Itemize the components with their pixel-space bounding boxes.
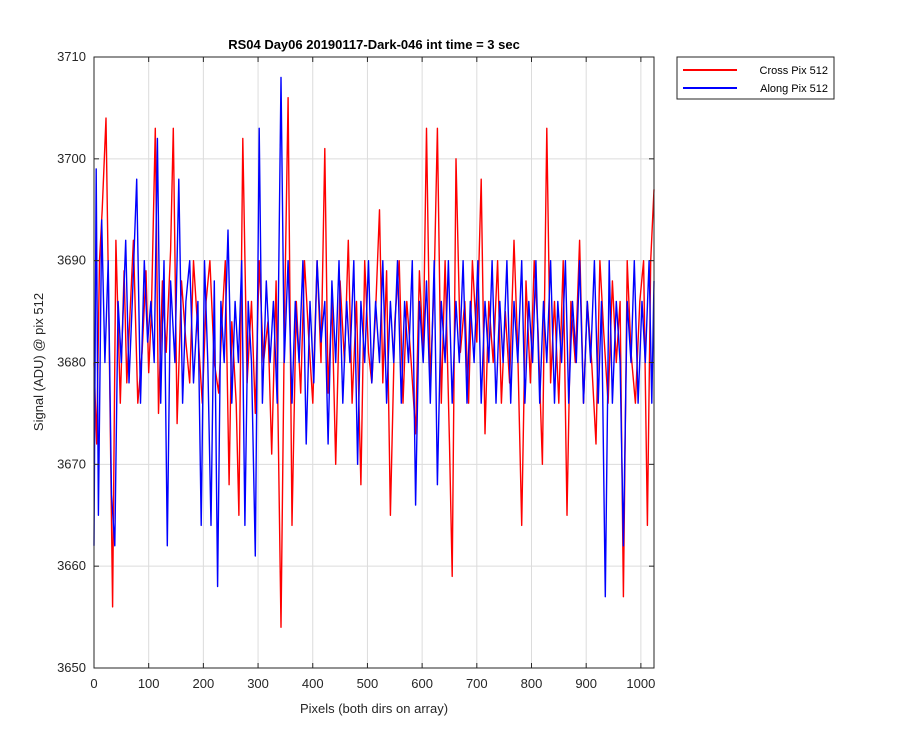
x-tick-label: 1000: [626, 676, 655, 691]
x-tick-label: 900: [575, 676, 597, 691]
plot-area: [93, 56, 655, 669]
x-tick-label: 200: [193, 676, 215, 691]
y-tick-label: 3680: [57, 355, 86, 370]
chart-title: RS04 Day06 20190117-Dark-046 int time = …: [228, 37, 520, 52]
y-tick-label: 3670: [57, 456, 86, 471]
y-tick-label: 3700: [57, 151, 86, 166]
legend: Cross Pix 512 Along Pix 512: [676, 56, 835, 100]
y-tick-label: 3660: [57, 558, 86, 573]
y-axis-label: Signal (ADU) @ pix 512: [31, 293, 46, 431]
y-tick-label: 3690: [57, 253, 86, 268]
x-tick-label: 100: [138, 676, 160, 691]
y-tick-labels: 3650 3660 3670 3680 3690 3700 3710: [57, 49, 86, 675]
series-line-cross-pix-512: [93, 96, 655, 628]
y-tick-label: 3650: [57, 660, 86, 675]
legend-label-along: Along Pix 512: [760, 83, 828, 95]
series-line-along-pix-512: [93, 76, 655, 598]
legend-label-cross: Cross Pix 512: [760, 65, 828, 77]
x-tick-label: 500: [357, 676, 379, 691]
x-axis-label: Pixels (both dirs on array): [300, 701, 448, 716]
x-tick-label: 300: [247, 676, 269, 691]
ticks: [93, 56, 654, 669]
x-tick-label: 700: [466, 676, 488, 691]
legend-box: [676, 56, 835, 100]
x-tick-label: 600: [411, 676, 433, 691]
x-tick-labels: 0 100 200 300 400 500 600 700 800 900 1000: [90, 676, 655, 691]
x-tick-label: 0: [90, 676, 97, 691]
y-tick-label: 3710: [57, 49, 86, 64]
x-tick-label: 400: [302, 676, 324, 691]
x-tick-label: 800: [521, 676, 543, 691]
series-layer: [93, 76, 655, 628]
